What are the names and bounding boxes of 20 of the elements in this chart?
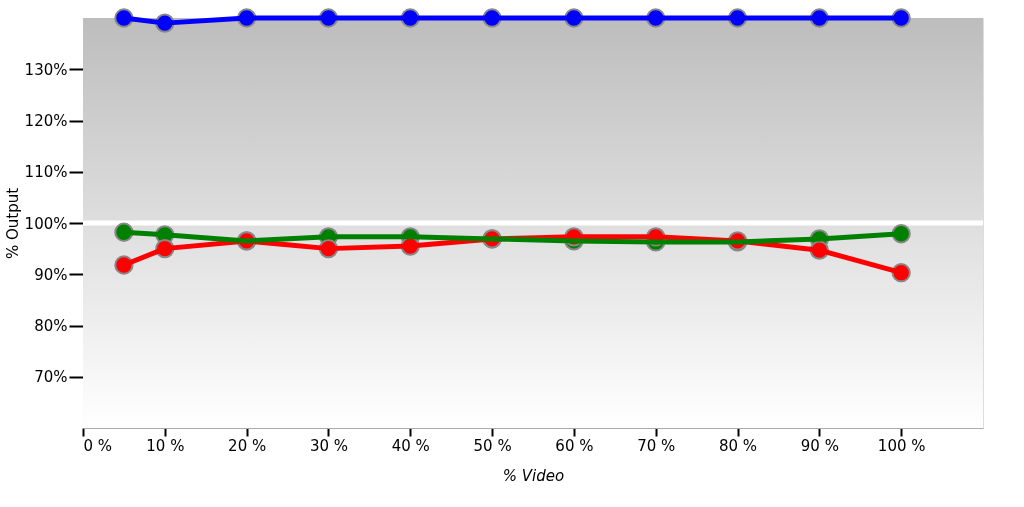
y-axis-title: % Output [3, 187, 22, 260]
x-tick-label: 10 % [146, 436, 185, 455]
x-tick-label: 60 % [555, 436, 594, 455]
x-tick-label: 40 % [391, 436, 430, 455]
x-tick-label: 20 % [228, 436, 267, 455]
y-tick-label: 80% [34, 317, 68, 335]
x-tick-label: 70 % [637, 436, 676, 455]
y-tick-label: 70% [34, 368, 68, 387]
y-tick-label: 110% [24, 163, 68, 182]
x-axis-title: % Video [502, 466, 565, 485]
x-tick-label: 50 % [473, 436, 512, 455]
x-tick-label: 0 % [83, 436, 113, 455]
x-tick-label: 30 % [309, 436, 349, 455]
y-tick-label: 120% [24, 112, 68, 130]
y-tick-label: 90% [34, 265, 68, 284]
x-tick-label: 90 % [800, 436, 839, 455]
y-tick-label: 130% [24, 60, 68, 79]
x-tick-label: 100 % [877, 436, 926, 455]
x-tick-label: 80 % [718, 436, 758, 455]
y-tick-label: 100% [24, 214, 68, 233]
